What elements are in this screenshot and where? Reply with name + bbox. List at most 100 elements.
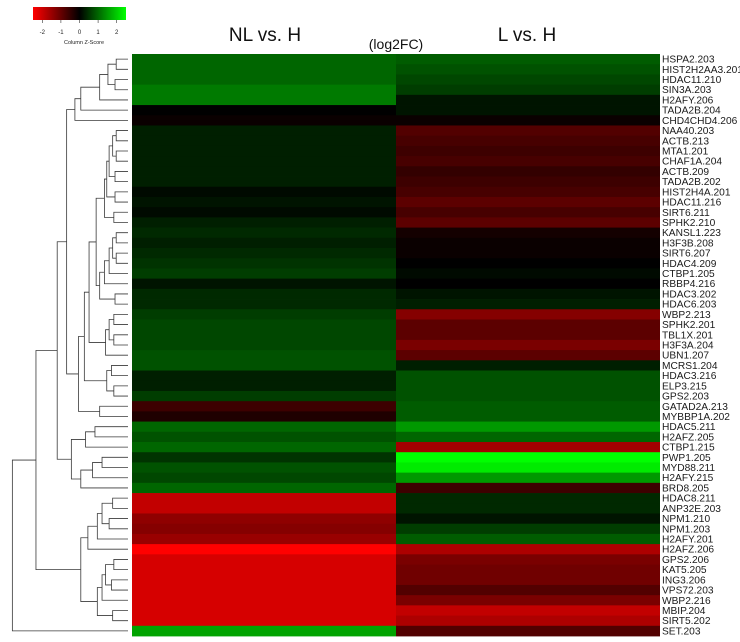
column-title-1: NL vs. H [229,25,301,46]
heatmap-cell [132,115,396,126]
row-label: GPS2.203 [662,392,709,403]
heatmap-cell [132,472,396,484]
row-label: CTBP1.215 [662,443,715,454]
heatmap-cell [132,431,396,443]
dendrogram-branch [88,241,106,343]
heatmap-cell [132,227,396,239]
heatmap-cell [132,105,396,116]
row-label: H2AFZ.205 [662,432,714,443]
dendrogram-branch [113,559,128,571]
heatmap-cell [396,493,660,504]
row-label: HSPA2.203 [662,55,715,66]
row-label: ELP3.215 [662,381,707,392]
heatmap-cell [396,595,660,606]
heatmap-cell [132,513,396,525]
heatmap-cell [132,421,396,433]
heatmap-cell [132,74,396,86]
dendrogram-branch [104,178,114,218]
legend-gradient-bar [33,7,126,20]
heatmap-cell [132,145,396,157]
row-label: HIST2H4A.201 [662,187,731,198]
heatmap-cell [132,217,396,228]
heatmap-cell [396,360,660,371]
dendrogram-branch [106,160,116,198]
dendrogram-branch [114,171,128,183]
row-dendrogram [11,58,128,632]
row-label: HDAC5.211 [662,422,716,433]
heatmap-cell [132,196,396,208]
dendrogram-branch [80,469,128,489]
dendrogram-branch [74,98,128,121]
row-label: NPM1.210 [662,514,710,525]
dendrogram-branch [106,370,114,392]
dendrogram-branch [78,336,100,412]
legend-tick-label: 0 [78,30,82,36]
heatmap-cell [132,584,396,596]
dendrogram-branch [111,579,128,591]
heatmap-cell [396,135,660,147]
dendrogram-branch [108,319,114,341]
dendrogram-branch [99,271,116,300]
heatmap-cell [132,625,396,637]
heatmap-cell [132,329,396,341]
heatmap-cell [396,554,660,565]
heatmap-cell [396,248,660,259]
row-label: HDAC6.203 [662,300,717,311]
dendrogram-branch [96,587,113,616]
dendrogram-branch [112,497,128,509]
heatmap-cell [396,339,660,351]
heatmap-cell [132,554,396,565]
dendrogram-branch [114,79,128,91]
row-label: H2AFY.201 [662,535,714,546]
heatmap-cell [396,564,660,576]
heatmap-cell [132,523,396,535]
heatmap-cell [132,401,396,412]
row-label: SIRT6.207 [662,249,711,260]
heatmap-cell [132,544,396,555]
heatmap-cell [396,411,660,422]
dendrogram-branch [111,365,128,377]
heatmap-cell [396,278,660,290]
heatmap-cell [396,584,660,596]
dendrogram-branch [115,252,128,264]
row-label: KANSL1.223 [662,228,721,239]
dendrogram-branch [115,150,128,162]
heatmap-cell [396,125,660,137]
heatmap-cell [396,115,660,126]
row-label: BRD8.205 [662,483,709,494]
heatmap-cell [396,401,660,412]
row-label: HDAC3.202 [662,289,717,300]
heatmap-cell [132,288,396,300]
row-label: HDAC11.216 [662,198,722,209]
row-label: MYD88.211 [662,463,715,474]
row-label: HDAC11.210 [662,75,722,86]
heatmap-cell [132,503,396,514]
dendrogram-branch [113,313,128,325]
heatmap-cell [396,94,660,106]
row-label: HDAC8.211 [662,494,716,505]
row-label: GATAD2A.213 [662,402,728,413]
row-label: NPM1.203 [662,524,710,535]
heatmap-cell [396,84,660,96]
heatmap-cell [132,319,396,331]
dendrogram-branch [101,456,128,468]
dendrogram-branch [113,211,128,223]
row-label: H2AFZ.206 [662,545,714,556]
heatmap-cell [132,411,396,422]
heatmap-cell [132,268,396,280]
dendrogram-branch [104,260,128,285]
row-label: MCRS1.204 [662,361,718,372]
row-label: MYBBP1A.202 [662,412,730,423]
dendrogram-branch [87,525,128,550]
heatmap-cell [396,574,660,586]
heatmap-cell [396,431,660,443]
row-label: HDAC4.209 [662,259,717,270]
row-label: RBBP4.216 [662,279,716,290]
dendrogram-branch [85,431,128,448]
legend-tick-label: -2 [40,30,46,36]
legend-title: Column Z-Score [64,40,104,46]
heatmap-cell [132,166,396,177]
dendrogram-branch [114,191,128,203]
dendrogram-branch [56,241,72,460]
